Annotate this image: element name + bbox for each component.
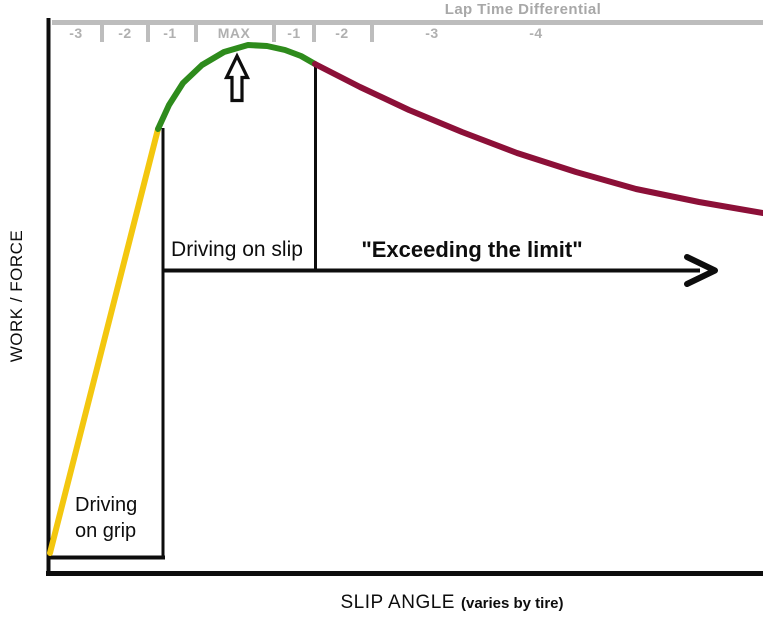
ruler-label--3: -3 [69, 25, 83, 41]
ruler-label--3: -3 [425, 25, 439, 41]
ruler-label--4: -4 [529, 25, 543, 41]
ruler-tick [194, 25, 198, 42]
driving-on-grip-label: Driving on grip [75, 494, 138, 542]
ruler-label--1: -1 [287, 25, 301, 41]
max-up-arrow-icon [223, 52, 251, 103]
curve-slip [155, 42, 318, 132]
ruler-tick [100, 25, 104, 42]
driving-on-slip-label: Driving on slip [171, 238, 303, 261]
ruler-tick [370, 25, 374, 42]
ruler-tick [146, 25, 150, 42]
ruler-tick [272, 25, 276, 42]
x-axis-label-note: (varies by tire) [460, 595, 564, 612]
x-axis-label: SLIP ANGLE (varies by tire) [340, 592, 563, 614]
x-axis-label-main: SLIP ANGLE [340, 592, 455, 613]
lap-time-ruler-ticks [100, 25, 374, 42]
ruler-label--2: -2 [335, 25, 349, 41]
right-arrowhead-icon [684, 254, 718, 287]
ruler-label--1: -1 [163, 25, 177, 41]
y-axis-line [46, 18, 51, 576]
ruler-tick [312, 25, 316, 42]
curve-grip [47, 126, 161, 556]
exceeding-the-limit-label: "Exceeding the limit" [361, 237, 583, 262]
ruler-label-max: MAX [217, 25, 251, 41]
chart-title: Lap Time Differential [444, 1, 602, 18]
ruler-label--2: -2 [118, 25, 132, 41]
y-axis-label: WORK / FORCE [7, 229, 26, 363]
x-axis-line [46, 571, 763, 576]
lap-time-ruler-bar [52, 20, 763, 25]
curve-limit [312, 61, 763, 216]
grip-curve-series [47, 42, 763, 556]
